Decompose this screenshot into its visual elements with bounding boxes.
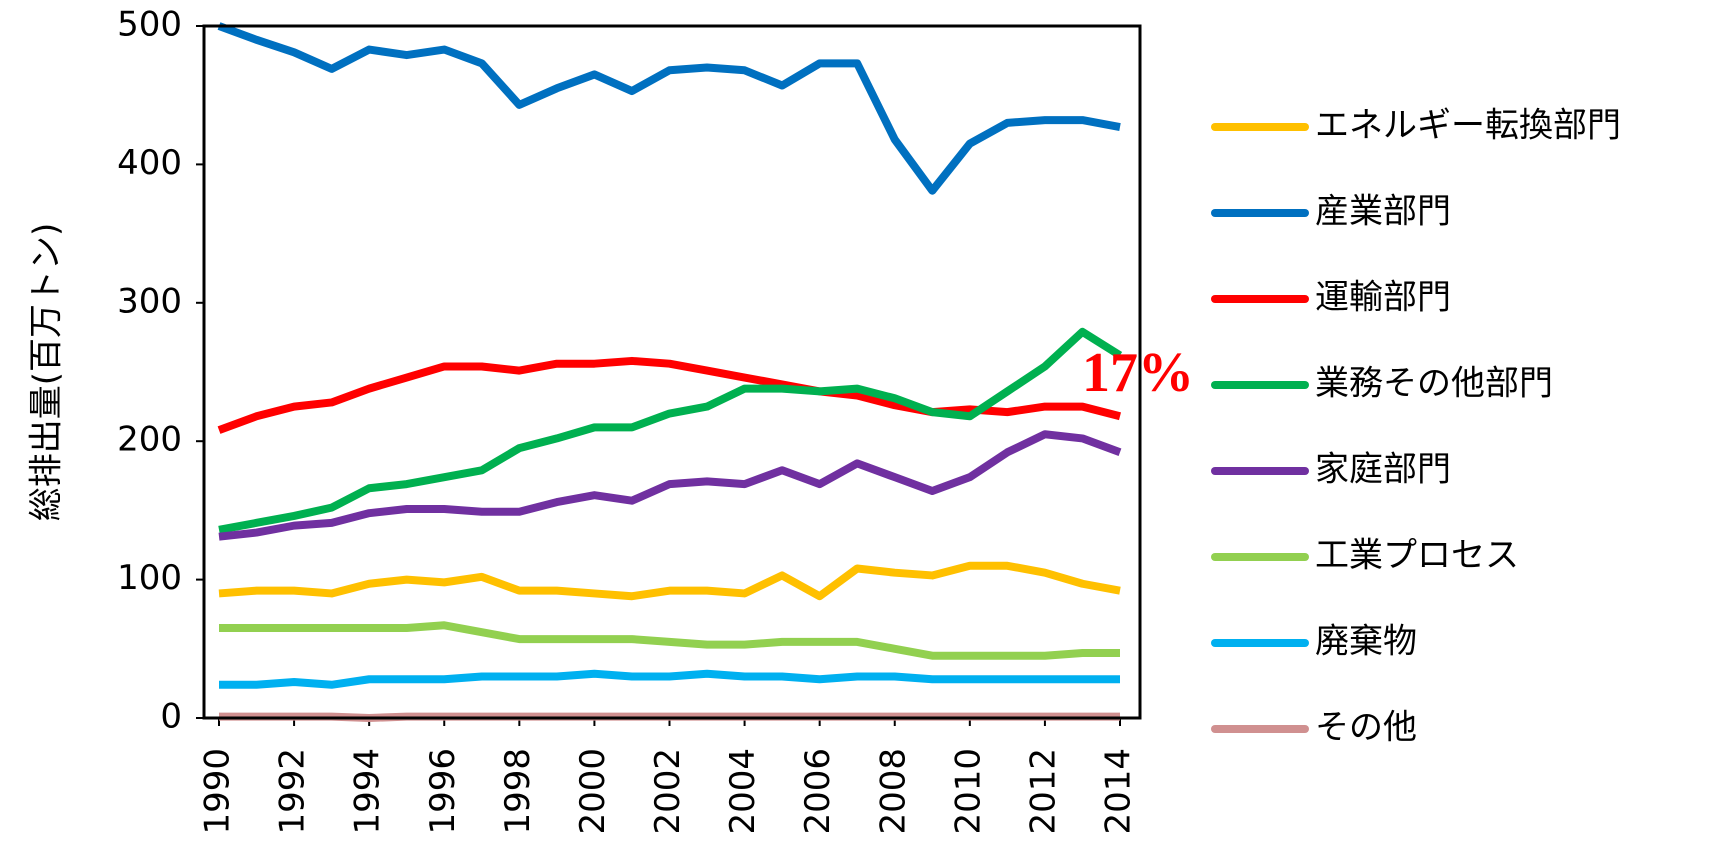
series-line [217, 22, 1121, 195]
x-tick-label: 2008 [873, 748, 913, 835]
x-tick-label: 2010 [948, 748, 988, 835]
x-tick-label: 2012 [1023, 748, 1063, 835]
x-tick-label: 2000 [573, 748, 613, 835]
x-tick-label: 1990 [198, 748, 238, 835]
plot-border [202, 24, 1142, 720]
y-tick-label: 100 [117, 558, 182, 598]
series-line [218, 430, 1122, 541]
y-tick-label: 300 [117, 281, 182, 321]
legend-label: 運輸部門 [1315, 278, 1451, 318]
legend-label: 工業プロセス [1315, 536, 1519, 576]
y-axis-label: 総排出量(百万トン) [27, 223, 67, 522]
y-tick-label: 500 [117, 5, 182, 45]
series-line [217, 356, 1121, 434]
y-tick-label: 400 [117, 143, 182, 183]
x-tick-label: 1998 [498, 748, 538, 835]
legend-label: その他 [1315, 708, 1417, 748]
legend-label: 家庭部門 [1315, 450, 1451, 490]
legend-label: 業務その他部門 [1315, 364, 1553, 404]
annotation: 17% [1082, 342, 1194, 404]
x-tick-label: 2002 [648, 748, 688, 835]
x-tick-label: 1992 [273, 748, 313, 835]
legend-label: 廃棄物 [1315, 622, 1417, 662]
legend-label: 産業部門 [1315, 192, 1451, 232]
series-line [218, 561, 1121, 601]
x-tick-label: 2014 [1099, 748, 1139, 835]
legend-label: エネルギー転換部門 [1315, 106, 1621, 146]
series-line [219, 621, 1120, 660]
x-tick-label: 1994 [348, 748, 388, 835]
x-tick-label: 2004 [723, 748, 763, 835]
y-tick-label: 0 [160, 697, 182, 737]
series-line [219, 669, 1120, 689]
series-line [218, 327, 1123, 534]
x-tick-label: 1996 [423, 748, 463, 835]
y-tick-label: 200 [117, 420, 182, 460]
x-tick-label: 2006 [798, 748, 838, 835]
